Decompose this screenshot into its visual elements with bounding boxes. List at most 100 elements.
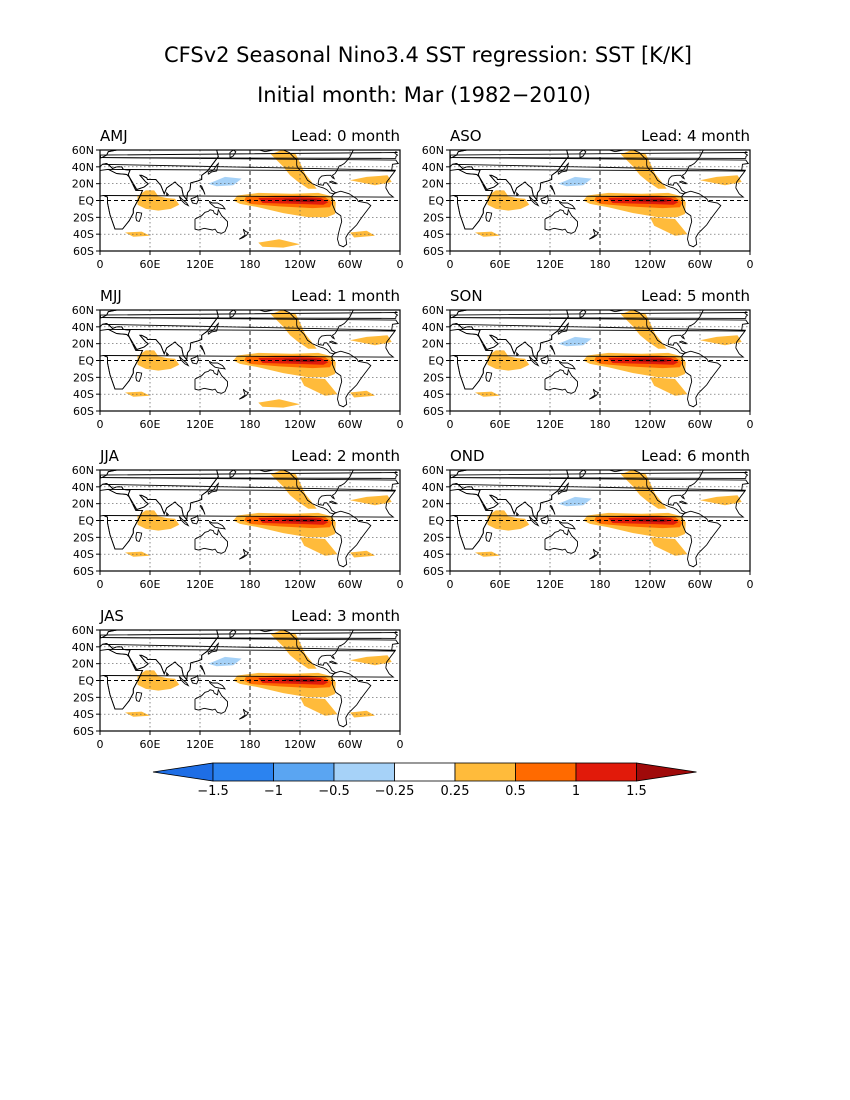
colorbar-segment [515, 762, 577, 782]
map-content [450, 150, 750, 251]
coastline [199, 504, 206, 515]
coastline [331, 350, 372, 408]
anomaly-region [650, 217, 688, 236]
coastline [544, 208, 578, 234]
lat-tick-label: EQ [78, 675, 94, 688]
lon-tick-label: 0 [97, 738, 104, 751]
lon-tick-label: 120W [284, 738, 316, 751]
lon-tick-label: 120W [284, 578, 316, 591]
panel-season-label: SON [450, 287, 483, 305]
coastline [166, 351, 170, 356]
coastline [208, 520, 227, 530]
coastline [190, 194, 199, 205]
coastline [528, 355, 540, 367]
coastline [331, 190, 372, 248]
lat-tick-label: 40N [422, 321, 444, 334]
anomaly-region [700, 335, 742, 346]
coastline [135, 371, 143, 383]
lat-tick-label: 60S [423, 405, 444, 418]
anomaly-region [270, 630, 317, 669]
anomaly-region [350, 390, 375, 398]
colorbar-segment [212, 762, 274, 782]
lat-tick-label: 40N [422, 161, 444, 174]
lon-tick-label: 60W [338, 738, 363, 751]
anomaly-region [633, 198, 672, 203]
lon-tick-label: 180 [590, 578, 611, 591]
anomaly-region [620, 150, 667, 189]
coastline [485, 371, 493, 383]
coastline [208, 360, 227, 370]
lat-tick-label: EQ [428, 515, 444, 528]
anomaly-region [633, 518, 672, 523]
coastline [135, 531, 143, 543]
lat-tick-label: 60S [423, 245, 444, 258]
coastline [178, 195, 190, 207]
lat-tick-label: EQ [428, 195, 444, 208]
coastline [166, 191, 170, 196]
coastline [380, 465, 389, 467]
panel-lead-label: Lead: 0 month [291, 127, 400, 145]
colorbar-segment [273, 762, 335, 782]
lon-tick-label: 180 [240, 578, 261, 591]
lon-tick-label: 120E [186, 578, 214, 591]
colorbar-segment [454, 762, 516, 782]
anomaly-region [270, 310, 317, 349]
panel-lead-label: Lead: 1 month [291, 287, 400, 305]
anomaly-region [283, 518, 322, 523]
grid-lines [100, 150, 400, 251]
lon-tick-label: 120E [536, 258, 564, 271]
colorbar-segment [333, 762, 395, 782]
anomaly-region [350, 655, 392, 666]
coastline [609, 150, 704, 195]
grid-lines [100, 470, 400, 571]
lat-tick-label: 40N [72, 641, 94, 654]
panel-lead-label: Lead: 5 month [641, 287, 750, 305]
coastline [450, 150, 569, 201]
map-content [450, 310, 750, 411]
lon-tick-label: 0 [747, 418, 754, 431]
lat-tick-label: 40N [422, 481, 444, 494]
coastline [380, 145, 389, 147]
lon-tick-label: 0 [397, 418, 404, 431]
anomaly-region [633, 358, 672, 363]
lat-tick-label: 60S [73, 725, 94, 738]
lon-tick-label: 60E [140, 578, 161, 591]
lat-tick-label: 20S [73, 531, 94, 544]
coastline [450, 470, 569, 521]
lat-tick-label: 40S [423, 548, 444, 561]
coastline [229, 470, 237, 479]
lat-tick-label: 40S [73, 548, 94, 561]
coastline [558, 520, 577, 530]
coastline [681, 510, 722, 568]
coastline [238, 708, 249, 720]
lat-tick-label: 40N [72, 161, 94, 174]
colorbar-label: −0.5 [318, 784, 350, 799]
lon-tick-label: 120E [186, 418, 214, 431]
anomaly-region [620, 310, 667, 349]
coastline [238, 548, 249, 560]
coastline [178, 515, 190, 527]
coastline [100, 488, 144, 550]
anomaly-region [270, 470, 317, 509]
coastline [549, 504, 556, 515]
lat-tick-label: 60S [73, 405, 94, 418]
panel-season-label: JAS [99, 607, 124, 625]
coastline [194, 688, 228, 714]
colorbar-label: 0.25 [441, 784, 470, 799]
coastline [540, 194, 549, 205]
coastline [528, 195, 540, 207]
lat-tick-label: 40S [73, 388, 94, 401]
colorbar-label: −1 [264, 784, 283, 799]
lon-tick-label: 120W [634, 418, 666, 431]
map-content [100, 630, 400, 731]
lon-tick-label: 60E [490, 258, 511, 271]
coastline [178, 355, 190, 367]
coastline [199, 344, 206, 355]
lat-tick-label: 40N [72, 321, 94, 334]
anomaly-region [350, 175, 392, 186]
coastline [549, 344, 556, 355]
coastline [199, 664, 206, 675]
